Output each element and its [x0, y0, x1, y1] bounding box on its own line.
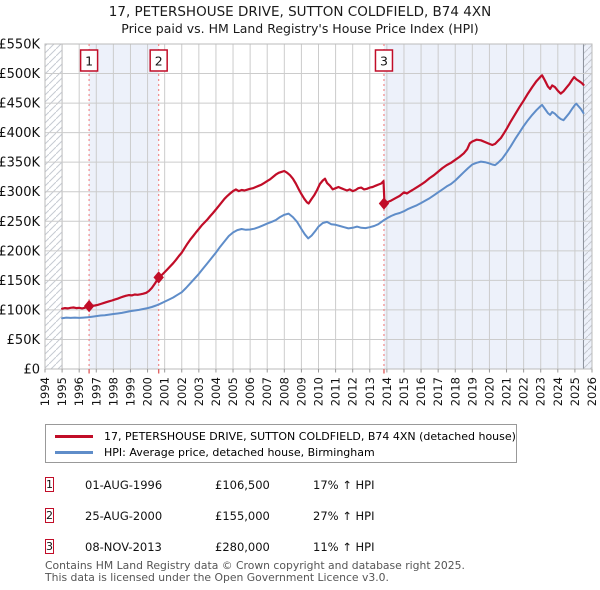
- svg-text:1999: 1999: [123, 377, 137, 406]
- hpi-line-swatch: [55, 450, 93, 454]
- svg-text:£50K: £50K: [7, 333, 41, 348]
- svg-text:£100K: £100K: [0, 303, 40, 318]
- svg-text:3: 3: [380, 54, 388, 69]
- legend-item-property: 17, PETERSHOUSE DRIVE, SUTTON COLDFIELD,…: [55, 428, 516, 444]
- svg-text:2009: 2009: [294, 377, 308, 406]
- svg-text:1996: 1996: [72, 377, 86, 406]
- svg-text:£300K: £300K: [0, 185, 40, 200]
- svg-text:£350K: £350K: [0, 156, 40, 171]
- sale-number-badge: 2: [45, 507, 54, 523]
- svg-text:2019: 2019: [465, 377, 479, 406]
- y-axis-labels: £0 £50K £100K £150K £200K £250K £300K £350K £400…: [0, 38, 40, 378]
- svg-text:£0: £0: [23, 363, 40, 378]
- svg-text:2007: 2007: [260, 377, 274, 406]
- svg-text:£400K: £400K: [0, 126, 40, 141]
- page-title: 17, PETERSHOUSE DRIVE, SUTTON COLDFIELD,…: [108, 4, 492, 20]
- sale-row-2: 2 25-AUG-2000 £155,000 27% ↑ HPI: [45, 500, 555, 531]
- svg-text:2026: 2026: [585, 377, 599, 406]
- price-history-chart: 1 2 3£0£50K£100K£150K£200K£250K£300K£350K£…: [0, 38, 599, 407]
- svg-text:2005: 2005: [226, 377, 240, 406]
- svg-text:2004: 2004: [209, 377, 223, 406]
- svg-text:1997: 1997: [89, 377, 103, 406]
- svg-text:1: 1: [85, 54, 93, 69]
- sale-date: 25-AUG-2000: [85, 508, 163, 523]
- svg-text:1995: 1995: [55, 377, 69, 406]
- svg-text:2023: 2023: [534, 377, 548, 406]
- grid-lines: [44, 43, 593, 373]
- sale-hpi-delta: 27% ↑ HPI: [313, 508, 375, 523]
- svg-text:2020: 2020: [482, 377, 496, 406]
- svg-text:1998: 1998: [106, 377, 120, 406]
- svg-text:2012: 2012: [346, 377, 360, 406]
- svg-text:£150K: £150K: [0, 274, 40, 289]
- svg-text:2008: 2008: [277, 377, 291, 406]
- sale-row-3: 3 08-NOV-2013 £280,000 11% ↑ HPI: [45, 531, 555, 562]
- legend-label-hpi: HPI: Average price, detached house, Birm…: [104, 445, 375, 459]
- svg-text:2011: 2011: [329, 377, 343, 406]
- x-axis-labels: 1994 1995 1996 1997 1998 1999 2000 2001 2002 2003…: [38, 377, 599, 406]
- svg-text:£450K: £450K: [0, 97, 40, 112]
- svg-text:£250K: £250K: [0, 215, 40, 230]
- svg-text:2022: 2022: [517, 377, 531, 406]
- svg-text:2013: 2013: [363, 377, 377, 406]
- svg-text:£550K: £550K: [0, 38, 40, 53]
- svg-text:2014: 2014: [380, 377, 394, 406]
- hpi-line: [61, 102, 585, 320]
- svg-text:2018: 2018: [448, 377, 462, 406]
- svg-text:2003: 2003: [192, 377, 206, 406]
- svg-text:2017: 2017: [431, 377, 445, 406]
- sale-price: £155,000: [215, 508, 270, 523]
- sale-markers: 1 2 3: [79, 49, 394, 313]
- svg-text:2001: 2001: [158, 377, 172, 406]
- legend-item-hpi: HPI: Average price, detached house, Birm…: [55, 444, 516, 460]
- svg-text:2021: 2021: [500, 377, 514, 406]
- svg-text:2000: 2000: [141, 377, 155, 406]
- sale-date: 01-AUG-1996: [85, 477, 163, 492]
- svg-text:1994: 1994: [38, 377, 52, 406]
- svg-text:2015: 2015: [397, 377, 411, 406]
- legend-label-property: 17, PETERSHOUSE DRIVE, SUTTON COLDFIELD,…: [104, 429, 516, 443]
- svg-text:2024: 2024: [551, 377, 565, 406]
- svg-text:2006: 2006: [243, 377, 257, 406]
- svg-text:£200K: £200K: [0, 244, 40, 259]
- sale-hpi-delta: 11% ↑ HPI: [313, 539, 375, 554]
- property-price-line: [60, 74, 585, 310]
- license-footer: Contains HM Land Registry data © Crown c…: [45, 560, 465, 583]
- sales-table: 1 01-AUG-1996 £106,500 17% ↑ HPI 2 25-AU…: [45, 469, 555, 562]
- property-line-swatch: [55, 434, 93, 438]
- page-subtitle: Price paid vs. HM Land Registry's House …: [121, 21, 479, 36]
- sale-number-badge: 3: [45, 538, 54, 554]
- chart-legend: 17, PETERSHOUSE DRIVE, SUTTON COLDFIELD,…: [45, 424, 517, 463]
- sale-price: £106,500: [215, 477, 270, 492]
- sale-marker-lines: [88, 44, 385, 374]
- svg-text:£500K: £500K: [0, 67, 40, 82]
- svg-text:2016: 2016: [414, 377, 428, 406]
- svg-text:2002: 2002: [175, 377, 189, 406]
- sale-date: 08-NOV-2013: [85, 539, 162, 554]
- sale-hpi-delta: 17% ↑ HPI: [313, 477, 375, 492]
- footer-line-1: Contains HM Land Registry data © Crown c…: [45, 559, 465, 572]
- sale-price: £280,000: [215, 539, 270, 554]
- footer-line-2: This data is licensed under the Open Gov…: [45, 570, 389, 584]
- svg-text:2010: 2010: [312, 377, 326, 406]
- svg-text:2025: 2025: [568, 377, 582, 406]
- sale-number-badge: 1: [45, 476, 54, 492]
- sale-row-1: 1 01-AUG-1996 £106,500 17% ↑ HPI: [45, 469, 555, 500]
- svg-text:2: 2: [155, 54, 163, 69]
